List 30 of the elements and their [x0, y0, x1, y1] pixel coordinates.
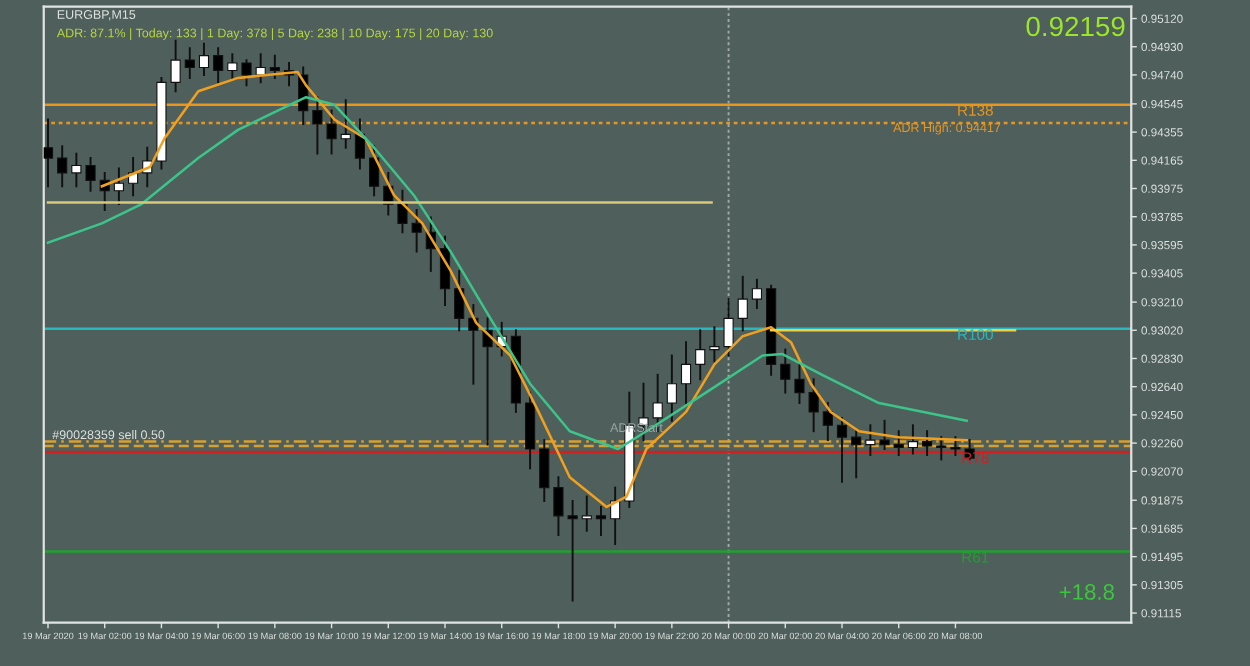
candlestick — [737, 275, 748, 332]
candlestick — [468, 304, 479, 385]
candlestick — [113, 167, 124, 206]
candlestick — [780, 348, 791, 394]
candlestick — [666, 354, 677, 422]
candlestick — [680, 341, 692, 404]
candlestick — [751, 278, 763, 309]
candlestick — [581, 495, 592, 532]
candlestick — [695, 329, 706, 381]
candlestick — [43, 118, 54, 188]
candlestick — [524, 391, 536, 470]
candlestick — [269, 54, 280, 79]
candlestick — [539, 439, 550, 502]
candlestick — [921, 430, 933, 456]
candlestick — [198, 42, 210, 76]
candlestick — [893, 430, 904, 456]
annotation: +18.8 — [1059, 584, 1114, 600]
candlestick — [454, 269, 465, 332]
candlestick — [851, 430, 862, 479]
candlestick — [340, 99, 351, 149]
candlestick — [936, 436, 947, 461]
candlestick — [213, 47, 224, 84]
annotation: 0.92159 — [1026, 16, 1125, 37]
candlestick — [822, 402, 833, 442]
candlestick — [57, 145, 68, 188]
candlestick — [595, 505, 607, 537]
candlestick — [907, 424, 918, 455]
candlestick — [369, 145, 380, 197]
candlestick — [836, 416, 848, 483]
candlestick — [184, 47, 195, 79]
